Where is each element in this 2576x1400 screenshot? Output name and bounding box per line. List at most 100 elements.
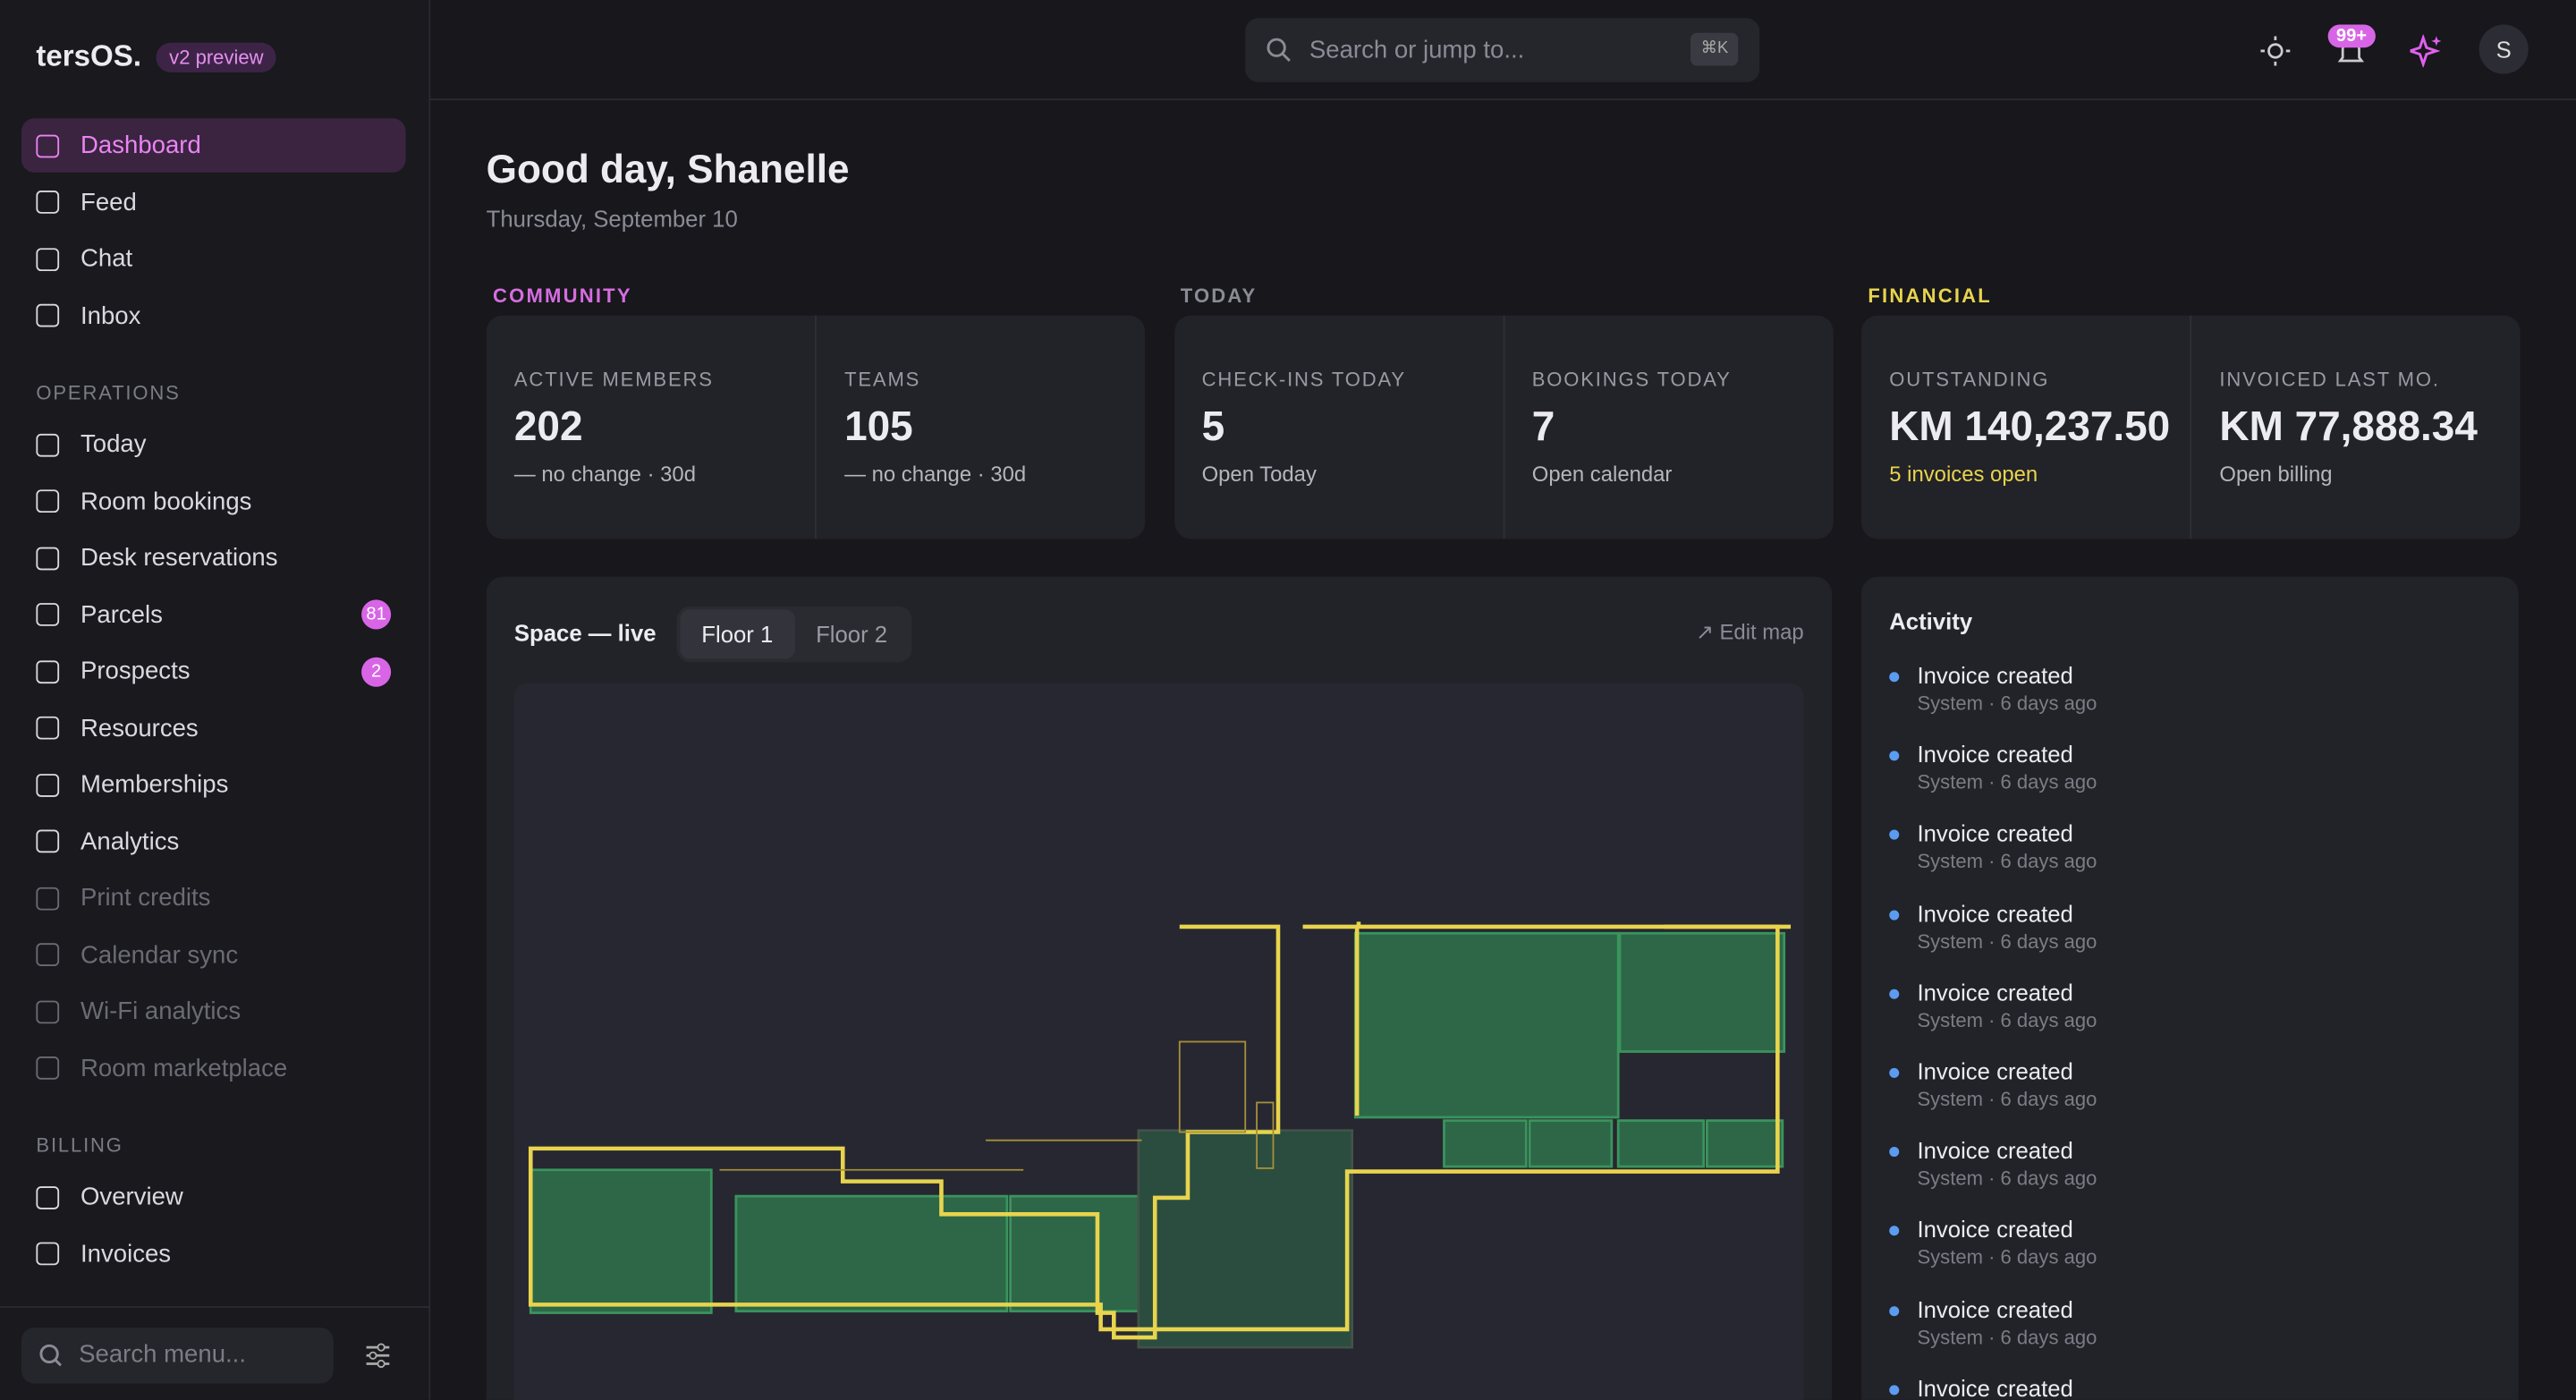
activity-dot: [1889, 830, 1900, 841]
section-title: BILLING: [36, 1133, 123, 1158]
nav-item[interactable]: Prospects 2: [21, 644, 406, 699]
stat-label: BOOKINGS TODAY: [1531, 368, 1732, 392]
stat-group: ACTIVE MEMBERS 202 — no change · 30d TEAMS 1…: [486, 315, 1146, 539]
nav-item[interactable]: Analytics: [21, 814, 406, 869]
nav-label: Room marketplace: [80, 1054, 288, 1082]
activity-dot: [1889, 1384, 1900, 1396]
stat-note: Open calendar: [1531, 462, 1673, 487]
stat-inner: OUTSTANDING KM 140,237.50 5 invoices open: [1889, 368, 2174, 486]
activity-dot: [1889, 672, 1900, 683]
activity-title: Invoice created: [1917, 1295, 2073, 1322]
nav-icon: [36, 716, 60, 740]
sidebar-footer: Search menu...: [0, 1306, 429, 1400]
nav-icon: [36, 1056, 60, 1080]
date: Thursday, September 10: [486, 205, 738, 232]
nav-icon: [36, 133, 60, 157]
menu-search[interactable]: Search menu...: [21, 1328, 334, 1384]
nav-item[interactable]: Calendar sync: [21, 928, 406, 982]
nav-label: Parcels: [80, 600, 163, 629]
brand: tersOS.: [36, 39, 142, 72]
nav-icon: [36, 1185, 60, 1209]
nav-item[interactable]: Overview: [21, 1170, 406, 1225]
nav-item[interactable]: Inbox: [21, 288, 406, 343]
nav-item[interactable]: Room marketplace: [21, 1041, 406, 1096]
nav-item[interactable]: Today: [21, 418, 406, 472]
nav-label: Calendar sync: [80, 940, 239, 969]
stat-label: OUTSTANDING: [1889, 368, 2050, 392]
nav-label: Room bookings: [80, 487, 252, 515]
nav-item[interactable]: Print credits: [21, 870, 406, 925]
nav-item[interactable]: Chat: [21, 232, 406, 286]
map: [513, 683, 1804, 1400]
nav-item[interactable]: Parcels 81: [21, 588, 406, 642]
activity-title: Activity: [1889, 607, 1973, 634]
stat-inner: CHECK-INS TODAY 5 Open Today: [1202, 368, 1487, 486]
nav-item[interactable]: Dashboard: [21, 118, 406, 173]
stat-card: INVOICED LAST MO. KM 77,888.34 Open billin…: [2190, 315, 2520, 539]
nav-item[interactable]: Memberships: [21, 758, 406, 812]
floor-plan: [528, 921, 1792, 1349]
menu-search-placeholder: Search menu...: [79, 1340, 246, 1369]
nav-icon: [36, 603, 60, 626]
activity-dot: [1889, 1305, 1900, 1316]
search-icon: [1267, 38, 1291, 62]
nav-icon: [36, 546, 60, 570]
version-badge: v2 preview: [156, 42, 277, 72]
nav-label: Dashboard: [80, 131, 201, 160]
activity-title: Invoice created: [1917, 662, 2073, 689]
nav-icon: [36, 191, 60, 214]
stat-card: CHECK-INS TODAY 5 Open Today: [1174, 316, 1502, 539]
stat-card: ACTIVE MEMBERS 202 — no change · 30d: [487, 316, 815, 539]
stat-group: CHECK-INS TODAY 5 Open Today BOOKINGS TODAY…: [1174, 315, 1833, 539]
nav-item[interactable]: Room bookings: [21, 474, 406, 529]
topbar: Search or jump to... ⌘K 99+ S: [430, 0, 2576, 101]
stat-value: 105: [844, 403, 913, 451]
activity-meta: System · 6 days ago: [1917, 1325, 2097, 1349]
nav-icon: [36, 773, 60, 796]
activity-dot: [1889, 1147, 1900, 1158]
nav-label: Prospects: [80, 657, 191, 685]
floor-tabs: Floor 1 Floor 2: [676, 606, 912, 663]
nav-item[interactable]: Invoices: [21, 1226, 406, 1281]
nav-icon: [36, 659, 60, 683]
nav-item[interactable]: Resources: [21, 700, 406, 755]
filter-icon[interactable]: [365, 1343, 391, 1369]
nav-icon: [36, 999, 60, 1023]
nav-item[interactable]: Wi-Fi analytics: [21, 984, 406, 1039]
space-panel: Space — live Floor 1 Floor 2 ↗ Edit map: [486, 576, 1832, 1400]
ai-icon[interactable]: [2410, 34, 2443, 68]
nav-badge: 2: [361, 656, 392, 686]
stat-inner: TEAMS 105 — no change · 30d: [844, 368, 1129, 486]
space-title: Space — live: [513, 619, 657, 646]
nav-label: Wi-Fi analytics: [80, 997, 242, 1026]
theme-toggle[interactable]: [2260, 36, 2291, 66]
nav-item[interactable]: Desk reservations: [21, 530, 406, 585]
nav-icon: [36, 432, 60, 456]
activity-meta: System · 6 days ago: [1917, 850, 2097, 874]
search-placeholder: Search or jump to...: [1309, 36, 1525, 64]
stat-inner: BOOKINGS TODAY 7 Open calendar: [1532, 368, 1817, 486]
nav-label: Resources: [80, 714, 199, 742]
activity-dot: [1889, 988, 1900, 999]
stat-inner: ACTIVE MEMBERS 202 — no change · 30d: [514, 368, 799, 486]
stat-value: KM 77,888.34: [2219, 403, 2478, 451]
nav-icon: [36, 829, 60, 853]
floor-tab[interactable]: Floor 2: [816, 621, 888, 648]
edit-map[interactable]: ↗ Edit map: [1695, 619, 1804, 644]
stat-inner: INVOICED LAST MO. KM 77,888.34 Open billin…: [2219, 368, 2504, 486]
nav-item[interactable]: Feed: [21, 175, 406, 230]
avatar[interactable]: S: [2479, 24, 2529, 74]
floor-tab[interactable]: Floor 1: [680, 609, 795, 659]
activity-title: Invoice created: [1917, 979, 2073, 1005]
group-label: COMMUNITY: [493, 284, 632, 308]
stat-value: KM 140,237.50: [1889, 403, 2171, 451]
global-search[interactable]: Search or jump to... ⌘K: [1245, 18, 1760, 82]
nav-label: Inbox: [80, 301, 141, 330]
nav-icon: [36, 303, 60, 327]
activity-title: Invoice created: [1917, 1216, 2073, 1243]
activity-meta: System · 6 days ago: [1917, 770, 2097, 794]
nav-icon: [36, 489, 60, 513]
stat-note: Open Today: [1201, 462, 1317, 487]
stat-card: TEAMS 105 — no change · 30d: [815, 315, 1145, 539]
